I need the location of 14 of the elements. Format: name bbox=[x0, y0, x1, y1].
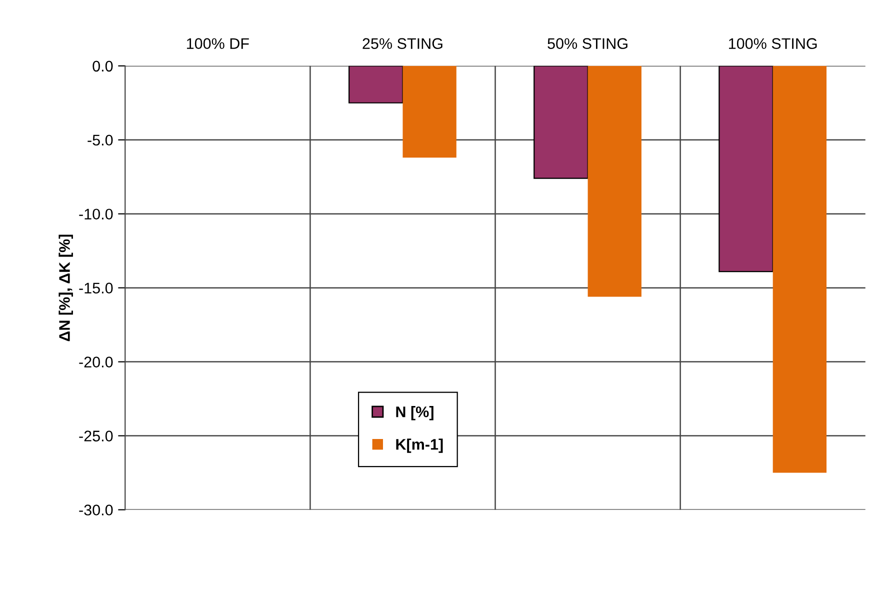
y-tick-label: -15.0 bbox=[79, 282, 113, 294]
y-tick-label: -20.0 bbox=[79, 356, 113, 368]
x-tick-label: 100% STING bbox=[729, 38, 817, 49]
y-tick-label: -10.0 bbox=[79, 208, 113, 220]
x-tick-label: 25% STING bbox=[362, 38, 442, 49]
x-tick-label: 50% STING bbox=[548, 38, 628, 49]
x-tick-label: 100% DF bbox=[186, 38, 249, 49]
y-axis-title: ΔN [%], ΔK [%] bbox=[58, 234, 73, 342]
y-tick-label: -25.0 bbox=[79, 430, 113, 442]
y-tick-label: 0.0 bbox=[92, 60, 113, 72]
legend-label: K[m-1] bbox=[396, 438, 443, 453]
y-tick-label: -5.0 bbox=[88, 134, 113, 146]
legend-label: N [%] bbox=[396, 406, 434, 420]
y-tick-label: -30.0 bbox=[79, 504, 113, 516]
